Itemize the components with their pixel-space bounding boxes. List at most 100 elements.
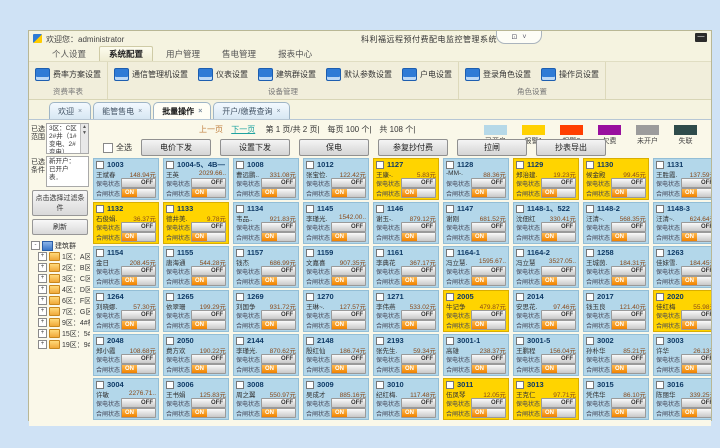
document-tab[interactable]: 欢迎 × bbox=[49, 102, 92, 119]
menu-item-4[interactable]: 报表中心 bbox=[278, 49, 313, 59]
card-checkbox[interactable] bbox=[376, 336, 384, 345]
card-checkbox[interactable] bbox=[236, 380, 244, 389]
card-checkbox[interactable] bbox=[446, 204, 454, 213]
tree-item[interactable]: + 15区：5#变站（3#变电） bbox=[31, 328, 90, 339]
ribbon-button[interactable]: 默认参数设置 bbox=[326, 68, 392, 81]
tree-item[interactable]: + 1区：A区1#井 bbox=[31, 251, 90, 262]
card-checkbox[interactable] bbox=[236, 204, 244, 213]
tree-root[interactable]: - 建筑群 bbox=[31, 240, 90, 251]
card-checkbox[interactable] bbox=[236, 336, 244, 345]
ribbon-button[interactable]: 通信管理机设置 bbox=[114, 68, 188, 81]
select-all-checkbox[interactable] bbox=[103, 142, 113, 153]
card-checkbox[interactable] bbox=[166, 160, 174, 169]
collapse-icon[interactable]: - bbox=[31, 241, 40, 250]
expand-icon[interactable]: + bbox=[38, 285, 47, 294]
expand-icon[interactable]: + bbox=[38, 329, 47, 338]
card-checkbox[interactable] bbox=[306, 160, 314, 169]
tree-item[interactable]: + 9区：4#楼电井（4#楼） bbox=[31, 317, 90, 328]
select-all[interactable]: 全选 bbox=[103, 142, 132, 153]
tree-item[interactable]: + 6区：F区1#井（F区1#） bbox=[31, 295, 90, 306]
expand-icon[interactable]: + bbox=[38, 318, 47, 327]
ribbon-button[interactable]: 建筑群设置 bbox=[258, 68, 316, 81]
card-checkbox[interactable] bbox=[306, 248, 314, 257]
card-checkbox[interactable] bbox=[446, 336, 454, 345]
toolbar-button[interactable]: 电价下发 bbox=[141, 139, 211, 156]
tab-close-icon[interactable]: × bbox=[198, 108, 203, 115]
tree-item[interactable]: + 3区：C区2#井（1#变电） bbox=[31, 273, 90, 284]
card-checkbox[interactable] bbox=[166, 336, 174, 345]
card-checkbox[interactable] bbox=[446, 292, 454, 301]
minimize-button[interactable]: — bbox=[695, 33, 707, 42]
card-checkbox[interactable] bbox=[376, 204, 384, 213]
ribbon-button[interactable]: 仪表设置 bbox=[198, 68, 248, 81]
next-page-link[interactable]: 下一页 bbox=[231, 125, 256, 134]
card-checkbox[interactable] bbox=[306, 292, 314, 301]
card-checkbox[interactable] bbox=[166, 292, 174, 301]
card-checkbox[interactable] bbox=[166, 380, 174, 389]
card-checkbox[interactable] bbox=[96, 204, 104, 213]
toolbar-button[interactable]: 设置下发 bbox=[220, 139, 290, 156]
card-checkbox[interactable] bbox=[586, 160, 594, 169]
selected-range-box[interactable]: 3区：C区2#井（1#变电、2#变电）… ▲ ▼ bbox=[46, 123, 89, 154]
toolbar-button[interactable]: 抄表导出 bbox=[536, 139, 606, 156]
menu-item-1[interactable]: 系统配置 bbox=[99, 46, 154, 61]
card-checkbox[interactable] bbox=[656, 336, 664, 345]
card-checkbox[interactable] bbox=[446, 248, 454, 257]
tab-close-icon[interactable]: × bbox=[78, 108, 83, 115]
card-checkbox[interactable] bbox=[586, 292, 594, 301]
ribbon-button[interactable]: 登录角色设置 bbox=[465, 68, 531, 81]
card-checkbox[interactable] bbox=[586, 380, 594, 389]
tree-item[interactable]: + 7区：G区1#井 bbox=[31, 306, 90, 317]
card-checkbox[interactable] bbox=[96, 248, 104, 257]
card-checkbox[interactable] bbox=[96, 380, 104, 389]
expand-icon[interactable]: + bbox=[38, 340, 47, 349]
card-checkbox[interactable] bbox=[376, 292, 384, 301]
card-checkbox[interactable] bbox=[306, 336, 314, 345]
menu-item-0[interactable]: 个人设置 bbox=[52, 49, 87, 59]
card-checkbox[interactable] bbox=[236, 292, 244, 301]
expand-icon[interactable]: + bbox=[38, 263, 47, 272]
expand-icon[interactable]: + bbox=[38, 307, 47, 316]
ribbon-collapse-pill[interactable]: ⊡ ˅ bbox=[496, 31, 542, 44]
card-checkbox[interactable] bbox=[166, 204, 174, 213]
card-checkbox[interactable] bbox=[446, 160, 454, 169]
card-checkbox[interactable] bbox=[516, 292, 524, 301]
tree-item[interactable]: + 19区：9#变电站（2#变） bbox=[31, 339, 90, 350]
card-checkbox[interactable] bbox=[96, 292, 104, 301]
card-checkbox[interactable] bbox=[446, 380, 454, 389]
card-checkbox[interactable] bbox=[656, 248, 664, 257]
tab-close-icon[interactable]: × bbox=[276, 108, 281, 115]
refresh-button[interactable]: 刷新 bbox=[32, 219, 88, 235]
tree-item[interactable]: + 4区：D区1#井（D区1） bbox=[31, 284, 90, 295]
card-checkbox[interactable] bbox=[586, 248, 594, 257]
tab-close-icon[interactable]: × bbox=[138, 108, 143, 115]
expand-icon[interactable]: + bbox=[38, 296, 47, 305]
card-checkbox[interactable] bbox=[166, 248, 174, 257]
document-tab[interactable]: 能管售电 × bbox=[93, 102, 152, 119]
card-checkbox[interactable] bbox=[516, 204, 524, 213]
menu-item-2[interactable]: 用户管理 bbox=[166, 49, 201, 59]
card-checkbox[interactable] bbox=[96, 336, 104, 345]
card-checkbox[interactable] bbox=[306, 204, 314, 213]
card-checkbox[interactable] bbox=[306, 380, 314, 389]
document-tab[interactable]: 批量操作 × bbox=[153, 102, 212, 119]
card-checkbox[interactable] bbox=[656, 292, 664, 301]
card-checkbox[interactable] bbox=[516, 380, 524, 389]
card-checkbox[interactable] bbox=[656, 204, 664, 213]
ribbon-button[interactable]: 户电设置 bbox=[402, 68, 452, 81]
document-tab[interactable]: 开户/缴费查询 × bbox=[213, 102, 290, 119]
card-checkbox[interactable] bbox=[586, 336, 594, 345]
expand-icon[interactable]: + bbox=[38, 252, 47, 261]
card-checkbox[interactable] bbox=[516, 336, 524, 345]
card-checkbox[interactable] bbox=[516, 160, 524, 169]
card-checkbox[interactable] bbox=[236, 248, 244, 257]
tree-item[interactable]: + 2区：B区1#井(别墅) bbox=[31, 262, 90, 273]
selected-condition-box[interactable]: 新开户：已开户表． bbox=[46, 156, 89, 187]
choose-filter-button[interactable]: 点击选择过滤条件 bbox=[32, 190, 88, 216]
card-checkbox[interactable] bbox=[236, 160, 244, 169]
layout-icon[interactable]: ⊡ bbox=[511, 34, 518, 41]
card-checkbox[interactable] bbox=[376, 380, 384, 389]
menu-item-3[interactable]: 售电管理 bbox=[222, 49, 257, 59]
ribbon-button[interactable]: 费率方案设置 bbox=[35, 68, 101, 81]
chevron-down-icon[interactable]: ˅ bbox=[522, 33, 527, 41]
